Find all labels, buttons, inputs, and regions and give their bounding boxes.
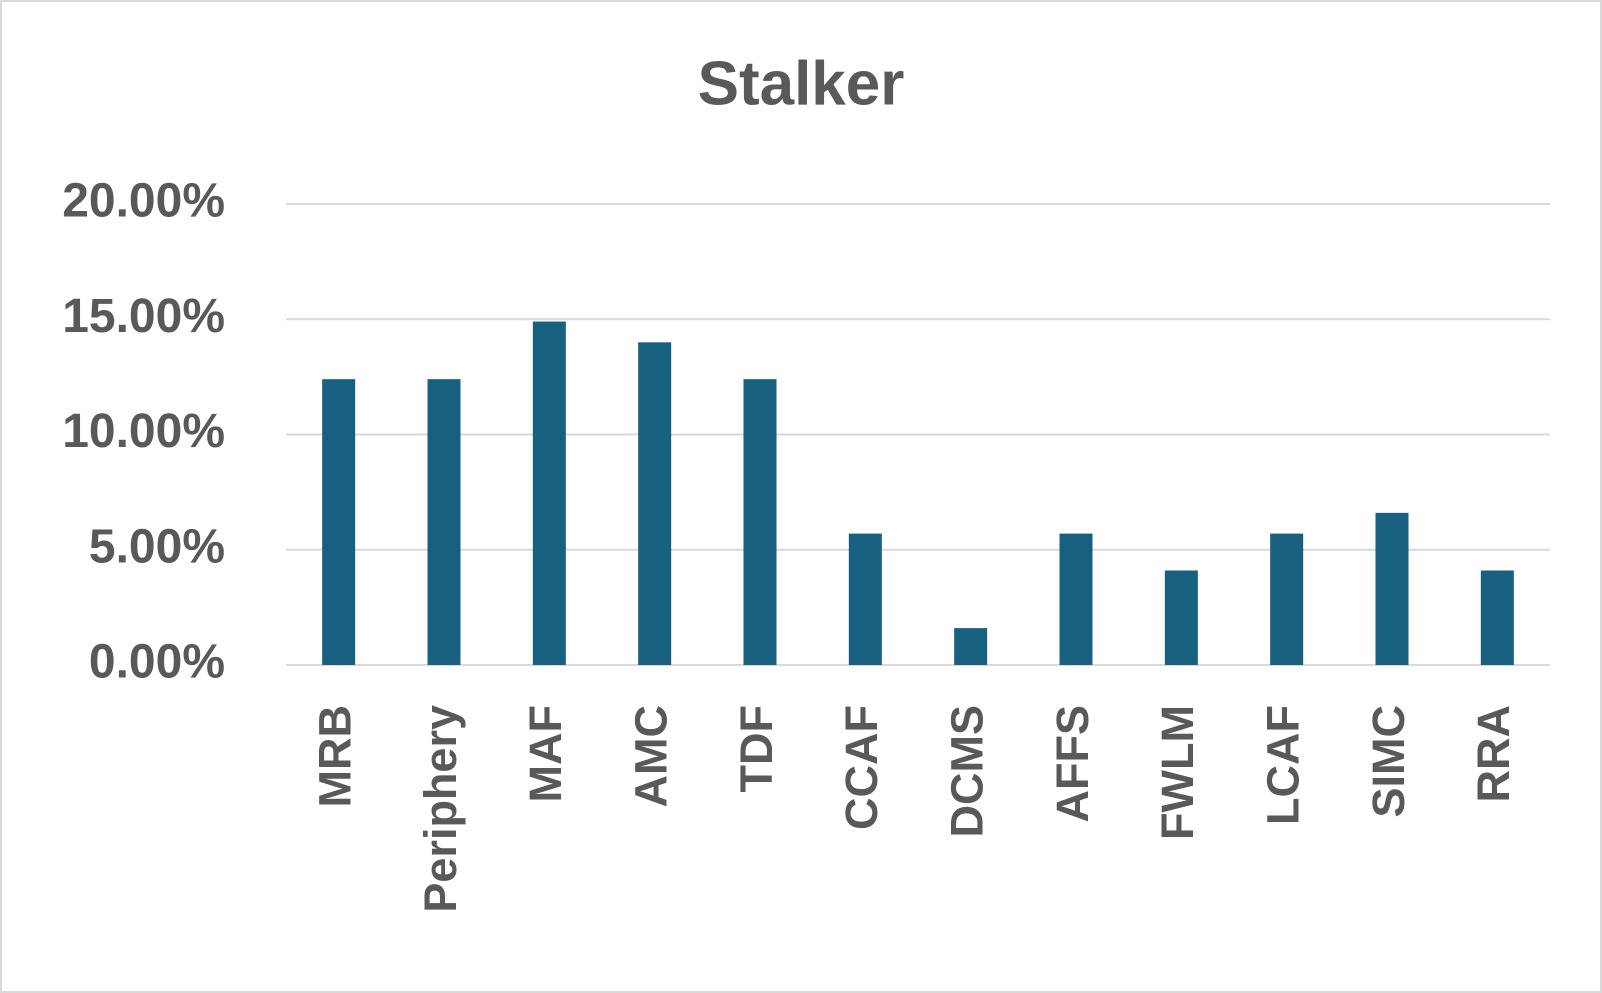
bar [1164,570,1198,665]
x-tick-label: RRA [1468,705,1519,803]
bar [848,533,882,665]
bar [427,379,461,665]
x-tick-label: MAF [520,705,571,802]
x-tick-label: AMC [626,705,677,807]
x-tick-label: FWLM [1152,705,1203,840]
y-tick-label: 0.00% [89,636,225,689]
chart-title: Stalker [698,49,905,118]
bar [1270,533,1304,665]
x-tick-label: SIMC [1363,705,1414,818]
bar [743,379,777,665]
bar [322,379,356,665]
bar [954,628,988,665]
x-tick-label: Periphery [415,705,466,913]
x-tick-label: MRB [310,705,361,807]
y-tick-label: 5.00% [89,520,225,573]
x-tick-label: CCAF [836,705,887,830]
y-tick-label: 20.00% [62,175,225,228]
bar [532,321,566,665]
bar [638,342,672,665]
x-tick-label: AFFS [1047,705,1098,823]
x-tick-label: DCMS [942,705,993,838]
bar [1375,512,1409,665]
y-tick-label: 10.00% [62,405,225,458]
x-tick-label: LCAF [1258,705,1309,825]
bar [1480,570,1514,665]
bar [1059,533,1093,665]
y-tick-label: 15.00% [62,290,225,343]
x-tick-label: TDF [731,705,782,792]
